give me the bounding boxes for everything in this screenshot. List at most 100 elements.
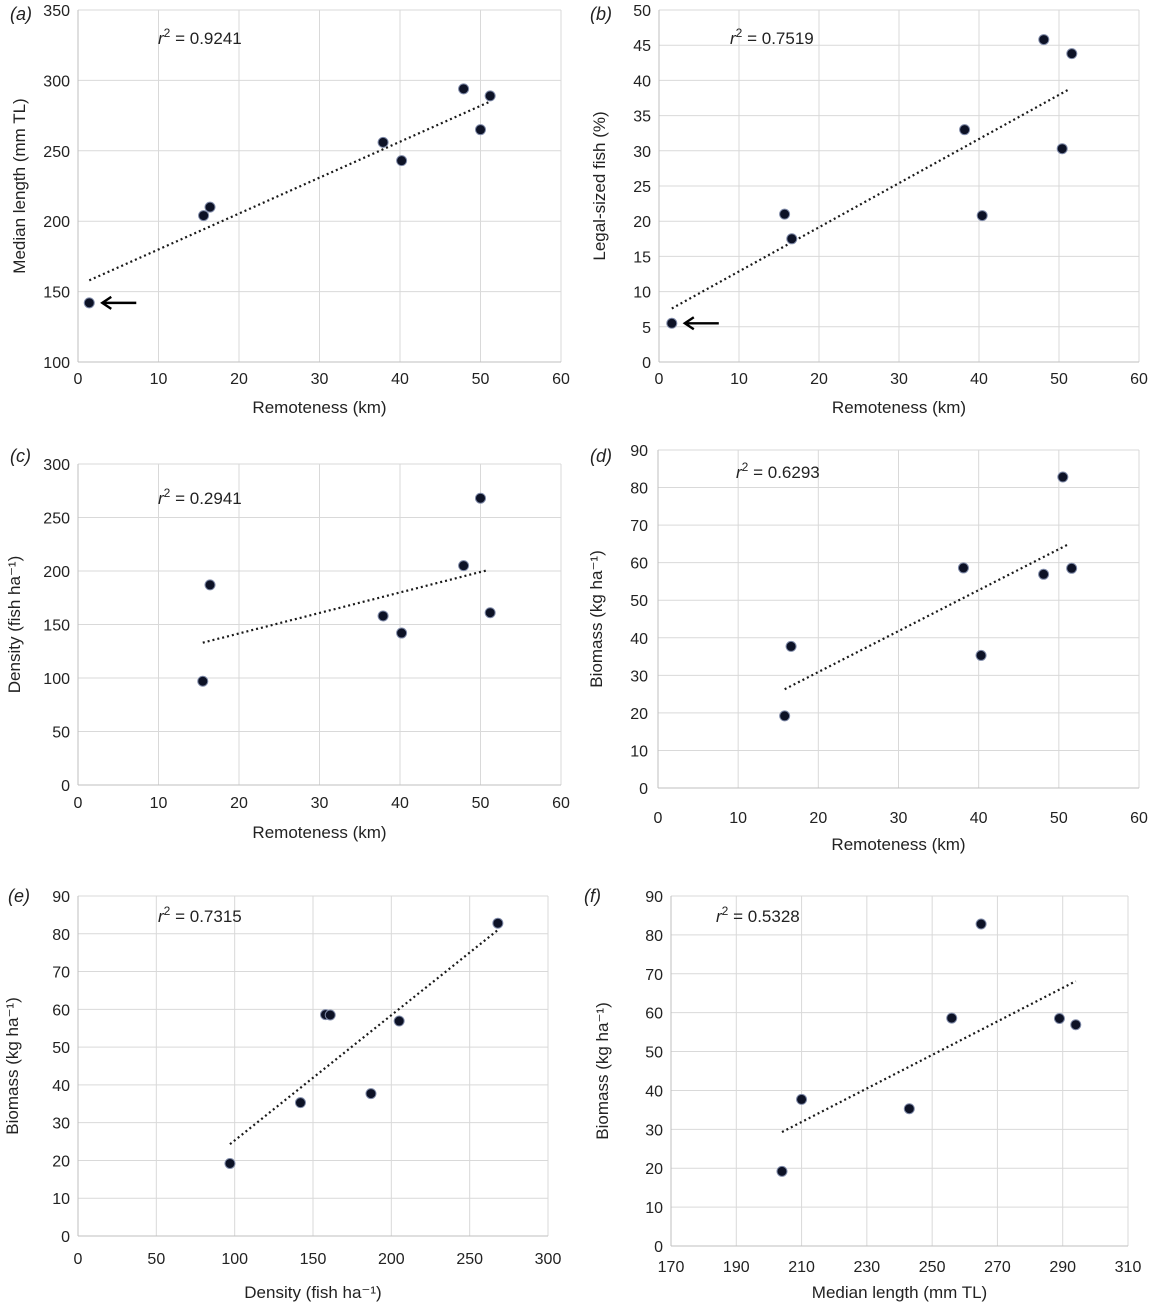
data-point [786, 233, 798, 245]
x-tick-label: 210 [788, 1259, 815, 1276]
panel-label: (f) [584, 886, 601, 906]
x-tick-label: 40 [391, 371, 409, 388]
y-tick-label: 50 [52, 725, 70, 742]
chart-panel-f: 0 10 20 30 40 50 60 70 80 90 170 190 210 230 250 270 290… [584, 886, 1142, 1302]
y-tick-label: 30 [633, 144, 651, 161]
data-point [959, 124, 971, 136]
data-point [776, 1165, 788, 1177]
y-tick-label: 150 [43, 285, 70, 302]
data-point [1066, 48, 1078, 60]
y-tick-label: 90 [52, 889, 70, 906]
x-axis-title: Remoteness (km) [252, 398, 386, 417]
y-tick-label: 200 [43, 214, 70, 231]
y-tick-label: 25 [633, 179, 651, 196]
y-tick-label: 20 [633, 214, 651, 231]
data-point [224, 1157, 236, 1169]
data-point [796, 1093, 808, 1105]
r-squared-annotation: r2 = 0.9241 [158, 26, 242, 48]
y-tick-label: 100 [43, 671, 70, 688]
x-tick-label: 310 [1115, 1259, 1142, 1276]
data-point [484, 607, 496, 619]
x-tick-label: 30 [890, 810, 908, 827]
data-point [1070, 1019, 1082, 1031]
r-superscript: 2 [736, 26, 743, 40]
x-tick-label: 50 [472, 371, 490, 388]
gridlines [659, 9, 1140, 362]
x-tick-label: 0 [655, 371, 664, 388]
r-symbol: r [158, 907, 165, 926]
x-tick-label: 200 [378, 1251, 405, 1268]
y-axis-title: Biomass (kg ha⁻¹) [587, 550, 606, 687]
x-tick-label: 10 [150, 371, 168, 388]
x-tick-label: 60 [552, 371, 570, 388]
r-symbol: r [736, 463, 743, 482]
x-tick-label: 250 [919, 1259, 946, 1276]
y-tick-label: 100 [43, 355, 70, 372]
trendline [202, 568, 489, 644]
panel-label: (d) [590, 446, 612, 466]
x-tick-label: 100 [221, 1251, 248, 1268]
arrow-indicator [682, 316, 719, 331]
data-point [365, 1088, 377, 1100]
x-axis-title: Remoteness (km) [831, 835, 965, 854]
r-symbol: r [158, 29, 165, 48]
r-squared-value: = 0.6293 [748, 463, 819, 482]
y-tick-label: 70 [630, 518, 648, 535]
data-point [484, 90, 496, 102]
chart-panel-a: 100 150 200 250 300 350 0 10 20 30 40 50 60 Remotenes… [10, 3, 570, 417]
chart-panel-e: 0 10 20 30 40 50 60 70 80 90 0 50 100 150 200 250 300 Den… [3, 886, 561, 1302]
y-tick-label: 5 [642, 320, 651, 337]
y-axis-title: Legal-sized fish (%) [590, 111, 609, 260]
y-tick-label: 35 [633, 109, 651, 126]
data-point [666, 317, 678, 329]
y-axis-title: Median length (mm TL) [10, 98, 29, 273]
gridlines [78, 895, 549, 1236]
data-point [1038, 34, 1050, 46]
y-tick-label: 10 [645, 1200, 663, 1217]
y-axis-title: Biomass (kg ha⁻¹) [593, 1002, 612, 1139]
data-point [779, 710, 791, 722]
x-axis-title: Median length (mm TL) [812, 1283, 987, 1302]
y-tick-label: 10 [52, 1191, 70, 1208]
y-tick-label: 10 [630, 743, 648, 760]
r-superscript: 2 [742, 460, 749, 474]
panel-label: (a) [10, 4, 32, 24]
x-tick-label: 50 [472, 795, 490, 812]
r-symbol: r [158, 489, 165, 508]
x-tick-label: 10 [730, 371, 748, 388]
data-point [903, 1103, 915, 1115]
x-tick-label: 250 [456, 1251, 483, 1268]
trendline [88, 100, 491, 282]
y-tick-label: 15 [633, 249, 651, 266]
x-tick-label: 60 [1130, 810, 1148, 827]
y-tick-label: 50 [645, 1045, 663, 1062]
y-tick-label: 50 [633, 3, 651, 20]
gridlines [671, 895, 1129, 1246]
y-tick-label: 90 [630, 443, 648, 460]
y-tick-label: 80 [52, 927, 70, 944]
gridlines [78, 9, 562, 362]
x-tick-label: 20 [230, 371, 248, 388]
y-tick-label: 150 [43, 618, 70, 635]
data-point [294, 1097, 306, 1109]
x-tick-label: 0 [654, 810, 663, 827]
chart-panel-d: 0 10 20 30 40 50 60 70 80 90 0 10 20 30 40 50 60 Remotene… [587, 443, 1148, 854]
x-axis-title: Remoteness (km) [832, 398, 966, 417]
data-point [1038, 568, 1050, 580]
y-tick-label: 80 [645, 928, 663, 945]
r-squared-annotation: r2 = 0.7315 [158, 904, 242, 926]
trendline [781, 980, 1077, 1134]
chart-panel-b: 0 5 10 15 20 25 30 35 40 45 50 0 10 20 30 40 50 60 Remoten… [590, 3, 1148, 417]
x-tick-label: 190 [723, 1259, 750, 1276]
panel-label: (c) [10, 446, 31, 466]
arrow-indicator [100, 295, 137, 310]
x-tick-label: 230 [854, 1259, 881, 1276]
y-axis-title: Density (fish ha⁻¹) [5, 556, 24, 693]
y-tick-label: 0 [642, 355, 651, 372]
y-tick-label: 30 [645, 1122, 663, 1139]
r-squared-value: = 0.7315 [170, 907, 241, 926]
data-point [204, 579, 216, 591]
data-point [976, 210, 988, 222]
r-squared-annotation: r2 = 0.2941 [158, 486, 242, 508]
